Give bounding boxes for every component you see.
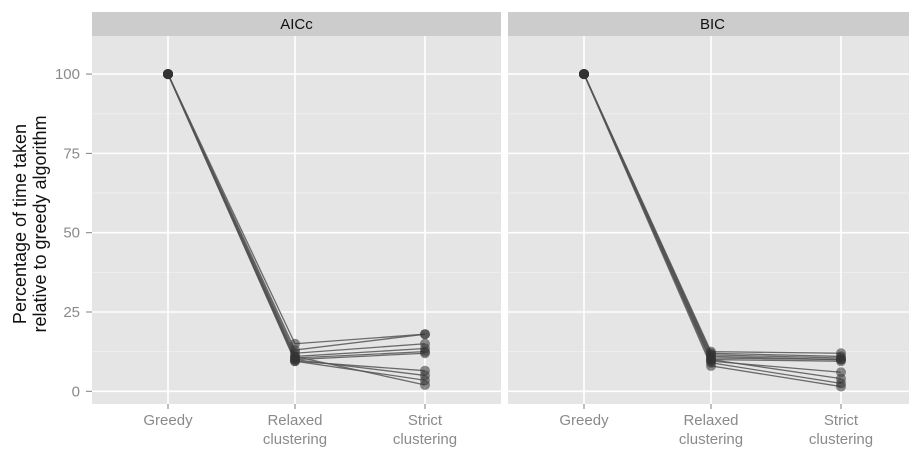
x-tick-label: clustering — [679, 431, 743, 448]
panel-strip — [92, 12, 501, 36]
y-tick-label: 50 — [63, 225, 80, 242]
x-tick-label: clustering — [263, 431, 327, 448]
panel-bic: BIC Greedy Relaxed clustering Strict clusteri… — [508, 12, 909, 448]
y-axis-title-line-2: relative to greedy algorithm — [30, 115, 50, 332]
y-tick-label: 0 — [72, 383, 80, 400]
x-tick-label: clustering — [809, 431, 873, 448]
panel-strip — [508, 12, 909, 36]
panel-title: BIC — [700, 16, 725, 33]
data-point — [706, 360, 716, 371]
data-point — [420, 379, 430, 390]
y-tick-label: 75 — [63, 145, 80, 162]
data-point — [290, 351, 300, 362]
y-axis-title: Percentage of time taken relative to gre… — [10, 115, 50, 332]
data-point — [420, 348, 430, 359]
chart-panels: AICc Greedy Relaxed clustering Strict cluster… — [92, 12, 909, 448]
y-tick-label: 25 — [63, 304, 80, 321]
panel-background — [508, 36, 909, 404]
x-tick-label: Relaxed — [267, 412, 322, 429]
x-tick-label: Greedy — [143, 412, 193, 429]
data-point — [420, 329, 430, 340]
x-tick-label: Strict — [824, 412, 859, 429]
x-tick-label: Strict — [408, 412, 443, 429]
data-point — [836, 381, 846, 392]
data-point — [836, 356, 846, 367]
data-point — [163, 69, 173, 80]
panel-aicc: AICc Greedy Relaxed clustering Strict cluster… — [92, 12, 501, 448]
x-tick-label: Greedy — [559, 412, 609, 429]
y-axis-title-line-1: Percentage of time taken — [10, 124, 30, 324]
x-tick-label: clustering — [393, 431, 457, 448]
data-point — [579, 69, 589, 80]
panel-title: AICc — [280, 16, 313, 33]
x-tick-label: Relaxed — [683, 412, 738, 429]
y-axis: 0 25 50 75 100 — [55, 66, 92, 400]
y-tick-label: 100 — [55, 66, 80, 83]
